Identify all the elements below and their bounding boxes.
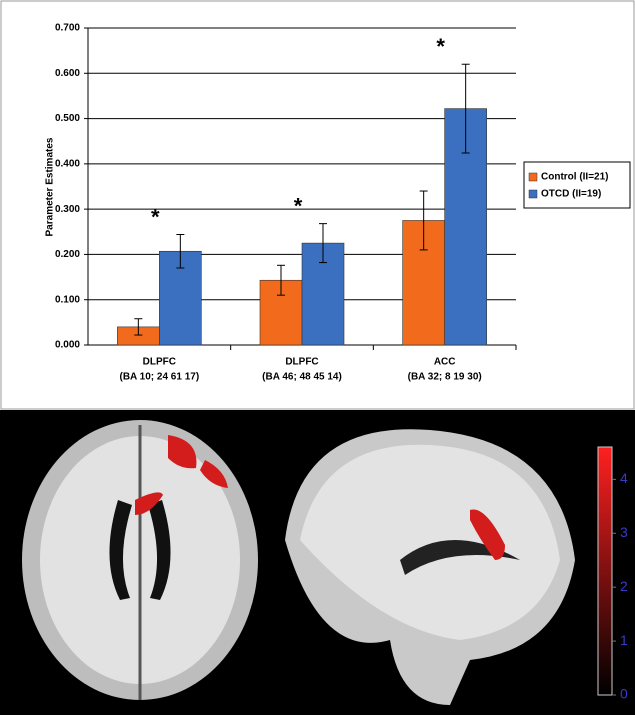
- colorbar-tick-label: 0: [620, 686, 628, 702]
- legend-box: [524, 162, 630, 208]
- x-tick-label: (BA 32; 8 19 30): [408, 372, 482, 383]
- brain-panel: [0, 410, 635, 715]
- legend-swatch: [529, 173, 537, 181]
- legend-label: OTCD (II=19): [541, 189, 601, 200]
- y-tick-label: 0.000: [55, 340, 80, 351]
- colorbar: [598, 447, 612, 695]
- y-axis-label: Parameter Estimates: [45, 137, 56, 236]
- colorbar-tick-label: 2: [620, 578, 628, 594]
- significance-mark: *: [294, 193, 303, 218]
- colorbar-tick-label: 1: [620, 632, 628, 648]
- y-tick-label: 0.500: [55, 113, 80, 124]
- y-tick-label: 0.600: [55, 68, 80, 79]
- legend-swatch: [529, 190, 537, 198]
- y-tick-label: 0.100: [55, 294, 80, 305]
- significance-mark: *: [436, 34, 445, 59]
- x-tick-label: DLPFC: [285, 357, 318, 368]
- x-tick-label: ACC: [434, 357, 456, 368]
- colorbar-tick-label: 3: [620, 524, 628, 540]
- x-tick-label: DLPFC: [143, 357, 176, 368]
- significance-mark: *: [151, 204, 160, 229]
- x-tick-label: (BA 46; 48 45 14): [262, 372, 342, 383]
- x-tick-label: (BA 10; 24 61 17): [119, 372, 199, 383]
- legend-label: Control (II=21): [541, 172, 609, 183]
- y-tick-label: 0.700: [55, 23, 80, 34]
- y-tick-label: 0.200: [55, 249, 80, 260]
- colorbar-tick-label: 4: [620, 470, 628, 486]
- figure: Parameter Estimates 0.000 0.100 0.200 0.300…: [0, 0, 635, 715]
- y-tick-label: 0.300: [55, 204, 80, 215]
- y-tick-label: 0.400: [55, 158, 80, 169]
